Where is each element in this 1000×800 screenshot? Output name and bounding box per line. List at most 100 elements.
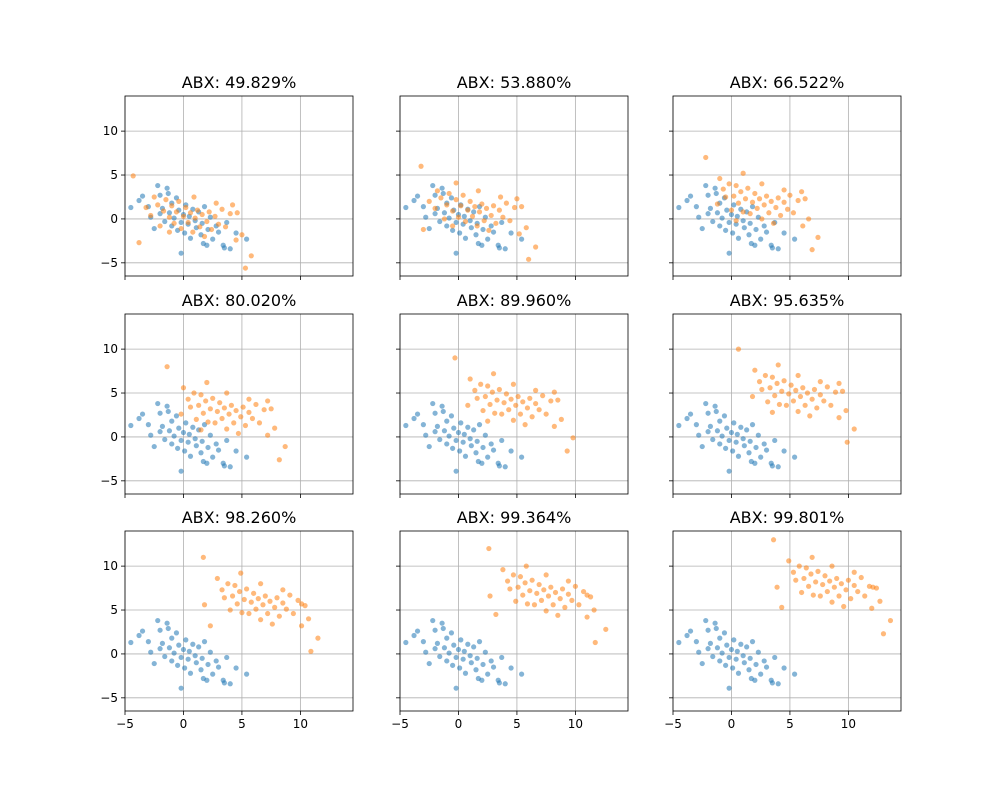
orange-point [183,204,189,211]
orange-point [763,193,770,199]
blue-point [775,681,781,687]
orange-point [210,395,216,401]
blue-point [182,230,188,236]
orange-point [251,590,257,596]
blue-point [775,464,781,470]
blue-point [176,425,182,431]
axes-frame [672,530,902,712]
blue-point [705,211,711,217]
blue-point [769,245,775,251]
subplot-2: ABX: 53.880% [396,73,629,280]
orange-point [508,396,514,402]
blue-point [696,649,702,655]
blue-point [215,447,222,453]
orange-point [848,596,854,602]
orange-point [256,420,263,426]
orange-point [731,193,737,199]
orange-point [242,422,249,429]
orange-point [543,411,549,417]
blue-point [728,429,735,436]
orange-point [803,565,809,571]
blue-point [746,667,752,673]
blue-point [455,429,462,436]
orange-point [308,648,314,654]
orange-point [155,202,161,208]
axes-frame [672,313,902,495]
blue-point [705,646,711,652]
blue-point [414,411,421,417]
blue-point [731,420,737,426]
axes-frame [399,313,629,495]
blue-point [753,226,759,233]
orange-point [444,202,450,208]
blue-point [432,192,438,198]
blue-point [186,648,192,654]
blue-point [712,403,718,409]
blue-point [423,214,429,220]
orange-point [207,623,213,629]
blue-point [164,620,170,626]
blue-point [749,204,756,210]
blue-point [451,642,457,648]
blue-point [139,193,146,199]
blue-point [186,431,192,437]
orange-point [770,537,777,543]
orange-point [446,190,452,197]
x-tick-label: 5 [513,717,521,731]
blue-point [423,432,429,438]
orange-point [824,384,830,390]
orange-point [474,223,480,229]
blue-point [128,422,134,429]
orange-point [790,569,797,575]
blue-point [496,463,502,469]
blue-point [178,437,184,444]
blue-point [741,443,747,449]
orange-point [268,406,274,412]
blue-point [244,671,250,677]
y-tick-label: 10 [103,124,118,138]
blue-point [717,658,723,664]
blue-point [475,240,481,247]
orange-point [190,229,196,235]
y-tick-label: 0 [110,430,118,444]
blue-point [159,640,166,646]
orange-point [790,398,797,404]
blue-point [453,437,459,444]
orange-point [587,594,594,600]
orange-point [800,223,806,229]
blue-point [440,408,446,415]
blue-point [215,664,222,670]
orange-point [246,396,252,402]
blue-point [193,660,199,666]
orange-point [887,617,894,624]
blue-point [485,671,491,677]
blue-point [758,454,764,460]
orange-point [507,218,513,224]
orange-point [315,635,321,641]
blue-point [221,245,227,251]
orange-point [265,610,271,617]
blue-point [210,454,216,460]
orange-point [205,419,211,425]
blue-point [192,653,198,659]
blue-point [187,235,194,241]
orange-point [768,198,774,204]
blue-point [693,639,699,645]
blue-point [455,646,462,653]
orange-point [260,602,266,608]
orange-point [432,205,438,211]
blue-point [738,424,744,430]
orange-point [434,188,441,194]
orange-point [543,608,549,614]
blue-point [145,422,151,428]
orange-point [523,563,529,569]
blue-point [772,437,778,444]
orange-point [178,411,184,417]
orange-point [524,601,531,607]
blue-point [155,182,161,189]
orange-point [524,405,531,411]
blue-point [176,642,182,648]
blue-point [748,675,754,682]
blue-point [178,468,184,474]
blue-point [705,410,711,416]
